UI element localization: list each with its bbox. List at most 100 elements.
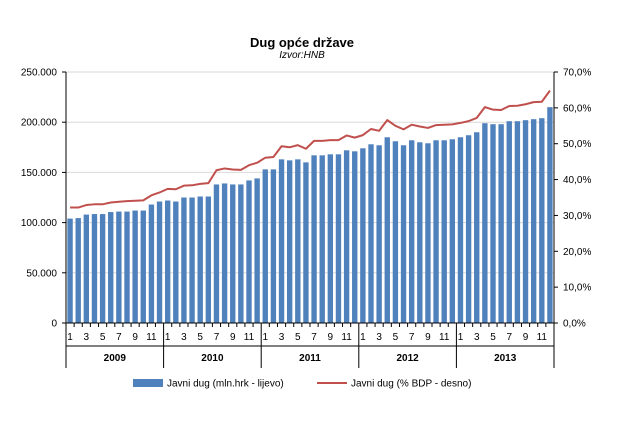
y-left-tick-label: 250.000 bbox=[21, 68, 58, 79]
bar bbox=[490, 124, 496, 324]
legend-swatch-bar bbox=[133, 379, 163, 387]
y-right-tick-label: 30,0% bbox=[563, 211, 591, 222]
bar bbox=[449, 139, 456, 323]
x-month-tick-label: 9 bbox=[132, 332, 138, 343]
bar bbox=[148, 204, 155, 323]
bar bbox=[99, 214, 106, 323]
x-month-tick-label: 11 bbox=[439, 332, 450, 343]
bar bbox=[433, 140, 439, 323]
x-month-tick-label: 1 bbox=[262, 332, 268, 343]
y-left-tick-label: 50.000 bbox=[26, 268, 57, 279]
bar bbox=[441, 140, 447, 323]
x-month-tick-label: 3 bbox=[279, 332, 285, 343]
bar bbox=[213, 184, 220, 323]
bar bbox=[376, 145, 382, 323]
y-left-tick-label: 100.000 bbox=[21, 218, 58, 229]
bar bbox=[295, 159, 301, 323]
bar bbox=[116, 211, 122, 323]
bar bbox=[530, 119, 537, 323]
x-month-tick-label: 9 bbox=[425, 332, 431, 343]
x-year-label: 2012 bbox=[396, 353, 419, 364]
bar bbox=[514, 121, 521, 323]
bar bbox=[91, 214, 98, 323]
legend-label-bar: Javni dug (mln.hrk - lijevo) bbox=[167, 379, 284, 390]
x-month-tick-label: 11 bbox=[244, 332, 255, 343]
bar bbox=[124, 211, 130, 323]
bar bbox=[246, 180, 252, 323]
y-right-tick-label: 60,0% bbox=[563, 103, 591, 114]
x-month-tick-label: 9 bbox=[230, 332, 236, 343]
bar bbox=[197, 196, 203, 323]
bar bbox=[343, 150, 350, 323]
chart-title: Dug opće države bbox=[250, 35, 354, 50]
bar bbox=[360, 148, 366, 323]
bar bbox=[417, 142, 423, 323]
legend-label-line: Javni dug (% BDP - desno) bbox=[351, 379, 471, 390]
x-month-tick-label: 3 bbox=[376, 332, 382, 343]
bar bbox=[238, 184, 244, 323]
y-left-tick-label: 150.000 bbox=[21, 168, 58, 179]
x-month-tick-label: 3 bbox=[181, 332, 187, 343]
bar bbox=[278, 159, 285, 323]
bar bbox=[352, 151, 358, 323]
bar bbox=[482, 123, 488, 323]
bar bbox=[384, 137, 390, 323]
bar bbox=[547, 107, 553, 323]
bar bbox=[327, 154, 334, 323]
bar bbox=[75, 218, 81, 323]
bar bbox=[457, 137, 464, 323]
bar bbox=[67, 218, 73, 323]
bar bbox=[522, 120, 529, 323]
axes: 0 50.000 100.000 150.000 200.000 250.000 0,0% 1… bbox=[21, 68, 591, 368]
bar bbox=[270, 169, 277, 323]
y-right-tick-label: 70,0% bbox=[563, 68, 591, 79]
bar bbox=[164, 200, 171, 323]
x-month-tick-label: 7 bbox=[506, 332, 512, 343]
bar-series bbox=[67, 107, 553, 324]
x-year-label: 2010 bbox=[201, 353, 224, 364]
bar bbox=[303, 162, 309, 323]
bar bbox=[408, 140, 415, 323]
bar bbox=[108, 212, 114, 323]
bar bbox=[335, 154, 342, 323]
line-series bbox=[70, 90, 551, 209]
x-month-tick-label: 7 bbox=[409, 332, 415, 343]
bar bbox=[156, 201, 163, 323]
bar bbox=[392, 141, 399, 323]
x-month-tick-label: 5 bbox=[490, 332, 496, 343]
x-year-label: 2009 bbox=[104, 353, 127, 364]
bar bbox=[498, 124, 504, 324]
bar bbox=[425, 143, 431, 323]
x-month-tick-label: 9 bbox=[328, 332, 334, 343]
bar bbox=[368, 144, 374, 323]
x-month-tick-label: 5 bbox=[393, 332, 399, 343]
bar bbox=[221, 183, 228, 323]
series-line bbox=[70, 90, 551, 209]
x-month-tick-label: 5 bbox=[100, 332, 106, 343]
x-year-label: 2011 bbox=[299, 353, 321, 364]
bar bbox=[140, 210, 146, 323]
bar bbox=[83, 214, 90, 323]
y-left-tick-label: 200.000 bbox=[21, 118, 58, 129]
x-month-tick-label: 5 bbox=[197, 332, 203, 343]
gridlines bbox=[66, 71, 554, 274]
x-month-tick-label: 3 bbox=[474, 332, 480, 343]
bar bbox=[474, 132, 480, 323]
x-month-tick-label: 1 bbox=[165, 332, 171, 343]
x-month-tick-label: 1 bbox=[360, 332, 366, 343]
x-month-tick-label: 11 bbox=[341, 332, 352, 343]
y-right-tick-label: 20,0% bbox=[563, 247, 591, 258]
bar bbox=[465, 135, 472, 323]
bar bbox=[254, 178, 260, 323]
bar bbox=[539, 118, 545, 324]
y-right-tick-label: 0,0% bbox=[563, 319, 586, 330]
bar bbox=[319, 155, 325, 323]
bar bbox=[230, 184, 236, 323]
bar bbox=[506, 121, 512, 323]
x-month-tick-label: 11 bbox=[537, 332, 548, 343]
bar bbox=[262, 169, 268, 323]
x-month-tick-label: 11 bbox=[146, 332, 157, 343]
y-right-tick-label: 50,0% bbox=[563, 139, 591, 150]
